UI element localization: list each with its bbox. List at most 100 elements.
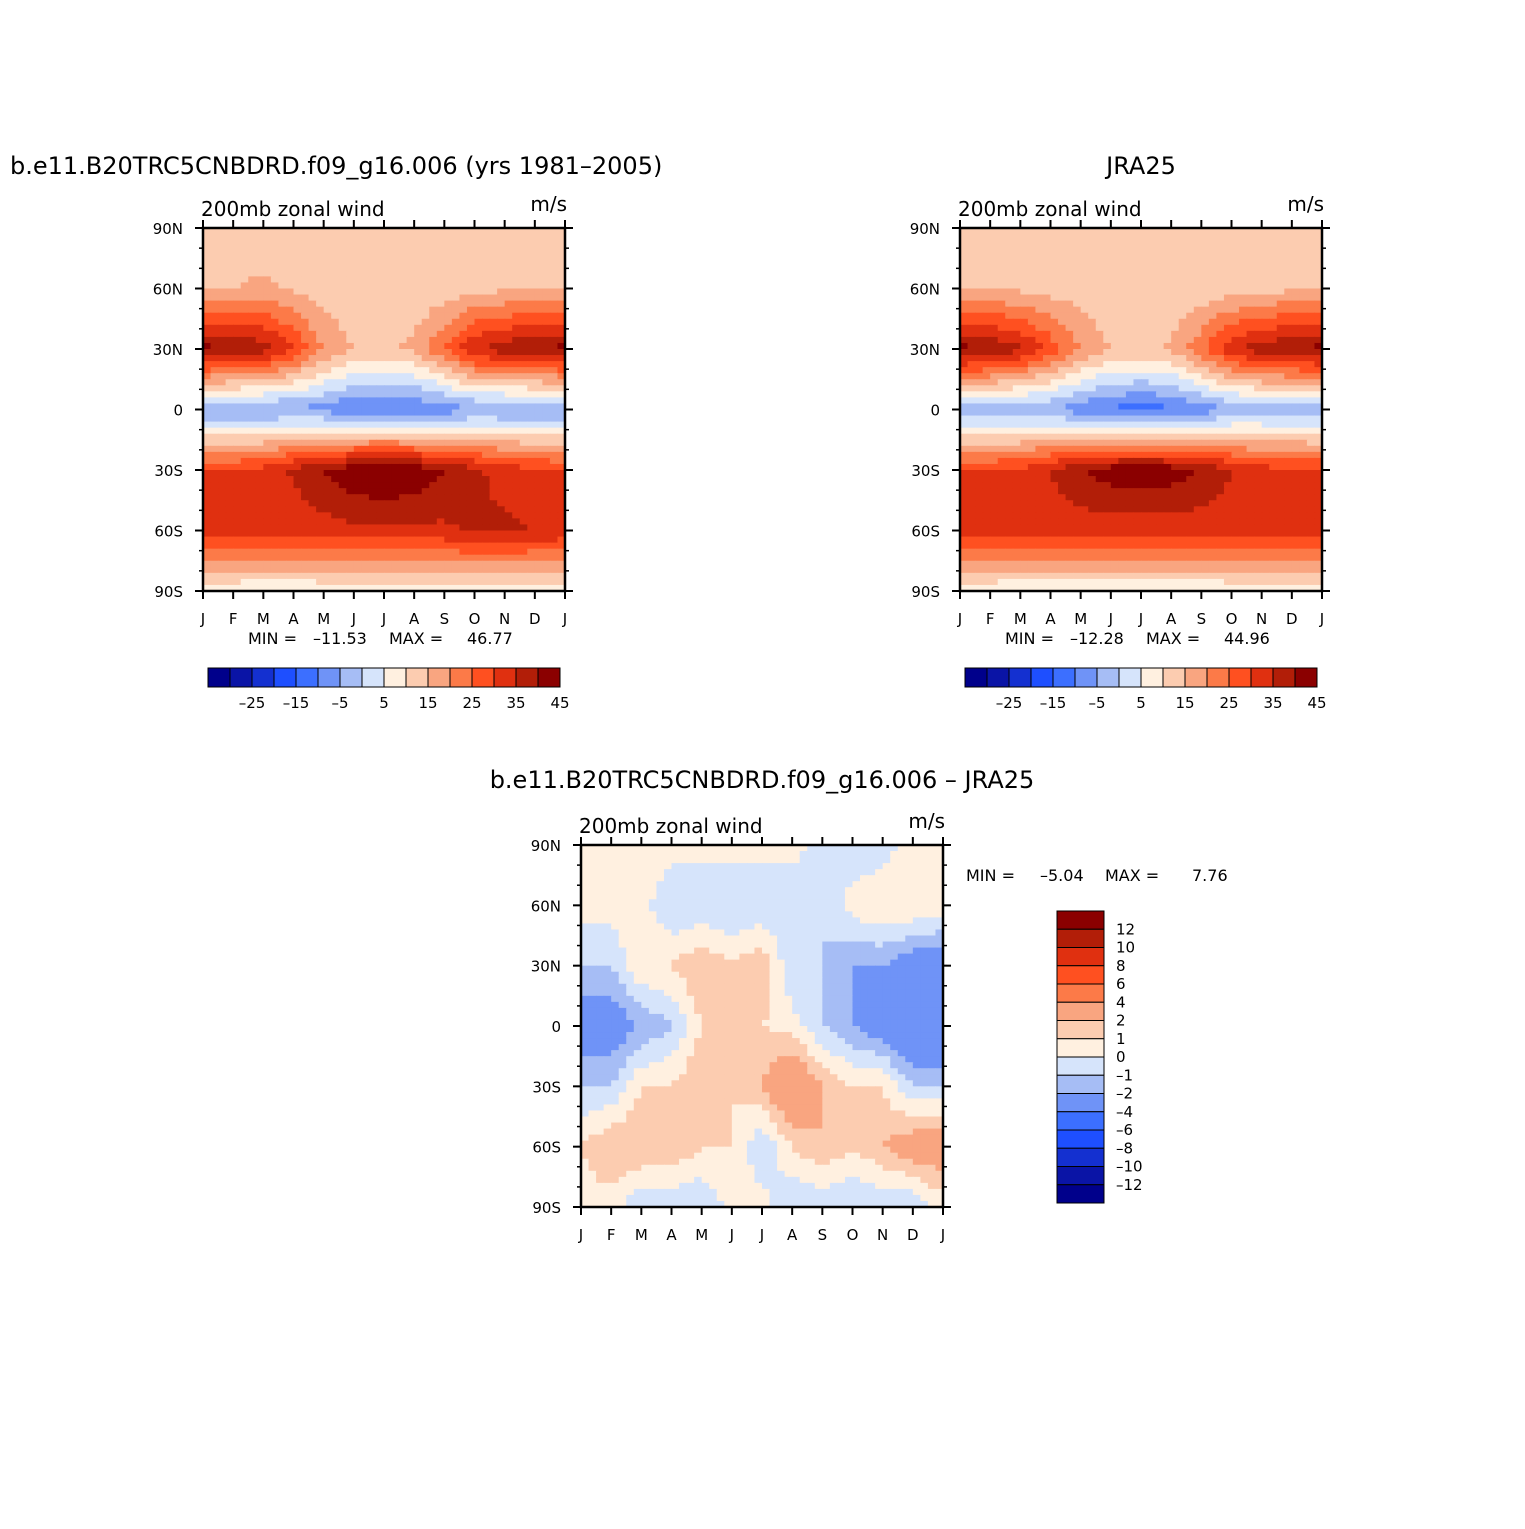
contour-cell (459, 446, 467, 453)
contour-cell (490, 476, 498, 483)
contour-cell (1111, 434, 1119, 441)
contour-cell (1043, 464, 1051, 471)
contour-cell (975, 258, 983, 265)
contour-cell (211, 343, 219, 350)
contour-cell (1284, 246, 1292, 253)
contour-cell (520, 373, 528, 380)
contour-cell (422, 488, 430, 495)
contour-cell (316, 319, 324, 326)
contour-cell (339, 458, 347, 465)
contour-cell (316, 264, 324, 271)
contour-cell (990, 446, 998, 453)
contour-cell (520, 258, 528, 265)
contour-cell (346, 579, 354, 586)
contour-cell (444, 331, 452, 338)
contour-cell (452, 295, 460, 302)
contour-cell (542, 543, 550, 550)
contour-cell (211, 331, 219, 338)
contour-cell (294, 482, 302, 489)
contour-cell (1149, 379, 1157, 386)
contour-cell (331, 476, 339, 483)
contour-cell (399, 295, 407, 302)
contour-cell (392, 373, 400, 380)
contour-cell (475, 313, 483, 320)
contour-cell (1216, 446, 1224, 453)
contour-cell (339, 246, 347, 253)
contour-cell (1179, 282, 1187, 289)
contour-cell (286, 555, 294, 562)
contour-cell (1209, 464, 1217, 471)
contour-cell (271, 295, 279, 302)
contour-cell (233, 446, 241, 453)
contour-cell (1020, 434, 1028, 441)
contour-cell (542, 537, 550, 544)
contour-cell (286, 494, 294, 501)
contour-cell (475, 403, 483, 410)
contour-cell (452, 301, 460, 308)
contour-cell (218, 555, 226, 562)
contour-cell (316, 452, 324, 459)
contour-cell (1299, 452, 1307, 459)
contour-cell (1126, 337, 1134, 344)
contour-cell (1013, 295, 1021, 302)
contour-cell (1179, 313, 1187, 320)
contour-cell (1186, 295, 1194, 302)
contour-cell (233, 500, 241, 507)
contour-cell (248, 440, 256, 447)
contour-cell (444, 567, 452, 574)
contour-cell (1013, 470, 1021, 477)
contour-cell (271, 410, 279, 417)
contour-cell (444, 573, 452, 580)
contour-cell (392, 270, 400, 277)
contour-cell (512, 579, 520, 586)
contour-cell (1284, 337, 1292, 344)
contour-cell (233, 512, 241, 519)
contour-cell (241, 506, 249, 513)
contour-cell (354, 488, 362, 495)
contour-cell (998, 325, 1006, 332)
contour-cell (1179, 446, 1187, 453)
contour-cell (444, 325, 452, 332)
contour-cell (339, 301, 347, 308)
contour-cell (968, 282, 976, 289)
contour-cell (1254, 422, 1262, 429)
contour-cell (1299, 464, 1307, 471)
contour-cell (1156, 270, 1164, 277)
contour-cell (1111, 264, 1119, 271)
contour-cell (331, 428, 339, 435)
contour-cell (535, 361, 543, 368)
contour-cell (407, 240, 415, 247)
contour-cell (475, 240, 483, 247)
contour-cell (1111, 403, 1119, 410)
contour-cell (384, 458, 392, 465)
contour-cell (1133, 301, 1141, 308)
contour-cell (361, 385, 369, 392)
contour-cell (452, 234, 460, 241)
contour-cell (968, 373, 976, 380)
contour-cell (1194, 313, 1202, 320)
contour-cell (535, 349, 543, 356)
contour-cell (467, 379, 475, 386)
contour-cell (271, 512, 279, 519)
contour-cell (361, 434, 369, 441)
contour-cell (294, 361, 302, 368)
contour-cell (407, 422, 415, 429)
contour-cell (256, 567, 264, 574)
contour-cell (535, 470, 543, 477)
contour-cell (527, 403, 535, 410)
contour-cell (1020, 313, 1028, 320)
contour-cell (983, 264, 991, 271)
contour-cell (339, 295, 347, 302)
contour-cell (467, 331, 475, 338)
contour-cell (301, 301, 309, 308)
contour-cell (444, 579, 452, 586)
contour-cell (1224, 458, 1232, 465)
contour-cell (437, 470, 445, 477)
contour-cell (1292, 240, 1300, 247)
contour-cell (1043, 361, 1051, 368)
contour-cell (475, 464, 483, 471)
contour-cell (361, 379, 369, 386)
contour-cell (301, 524, 309, 531)
contour-cell (990, 379, 998, 386)
contour-cell (1262, 240, 1270, 247)
